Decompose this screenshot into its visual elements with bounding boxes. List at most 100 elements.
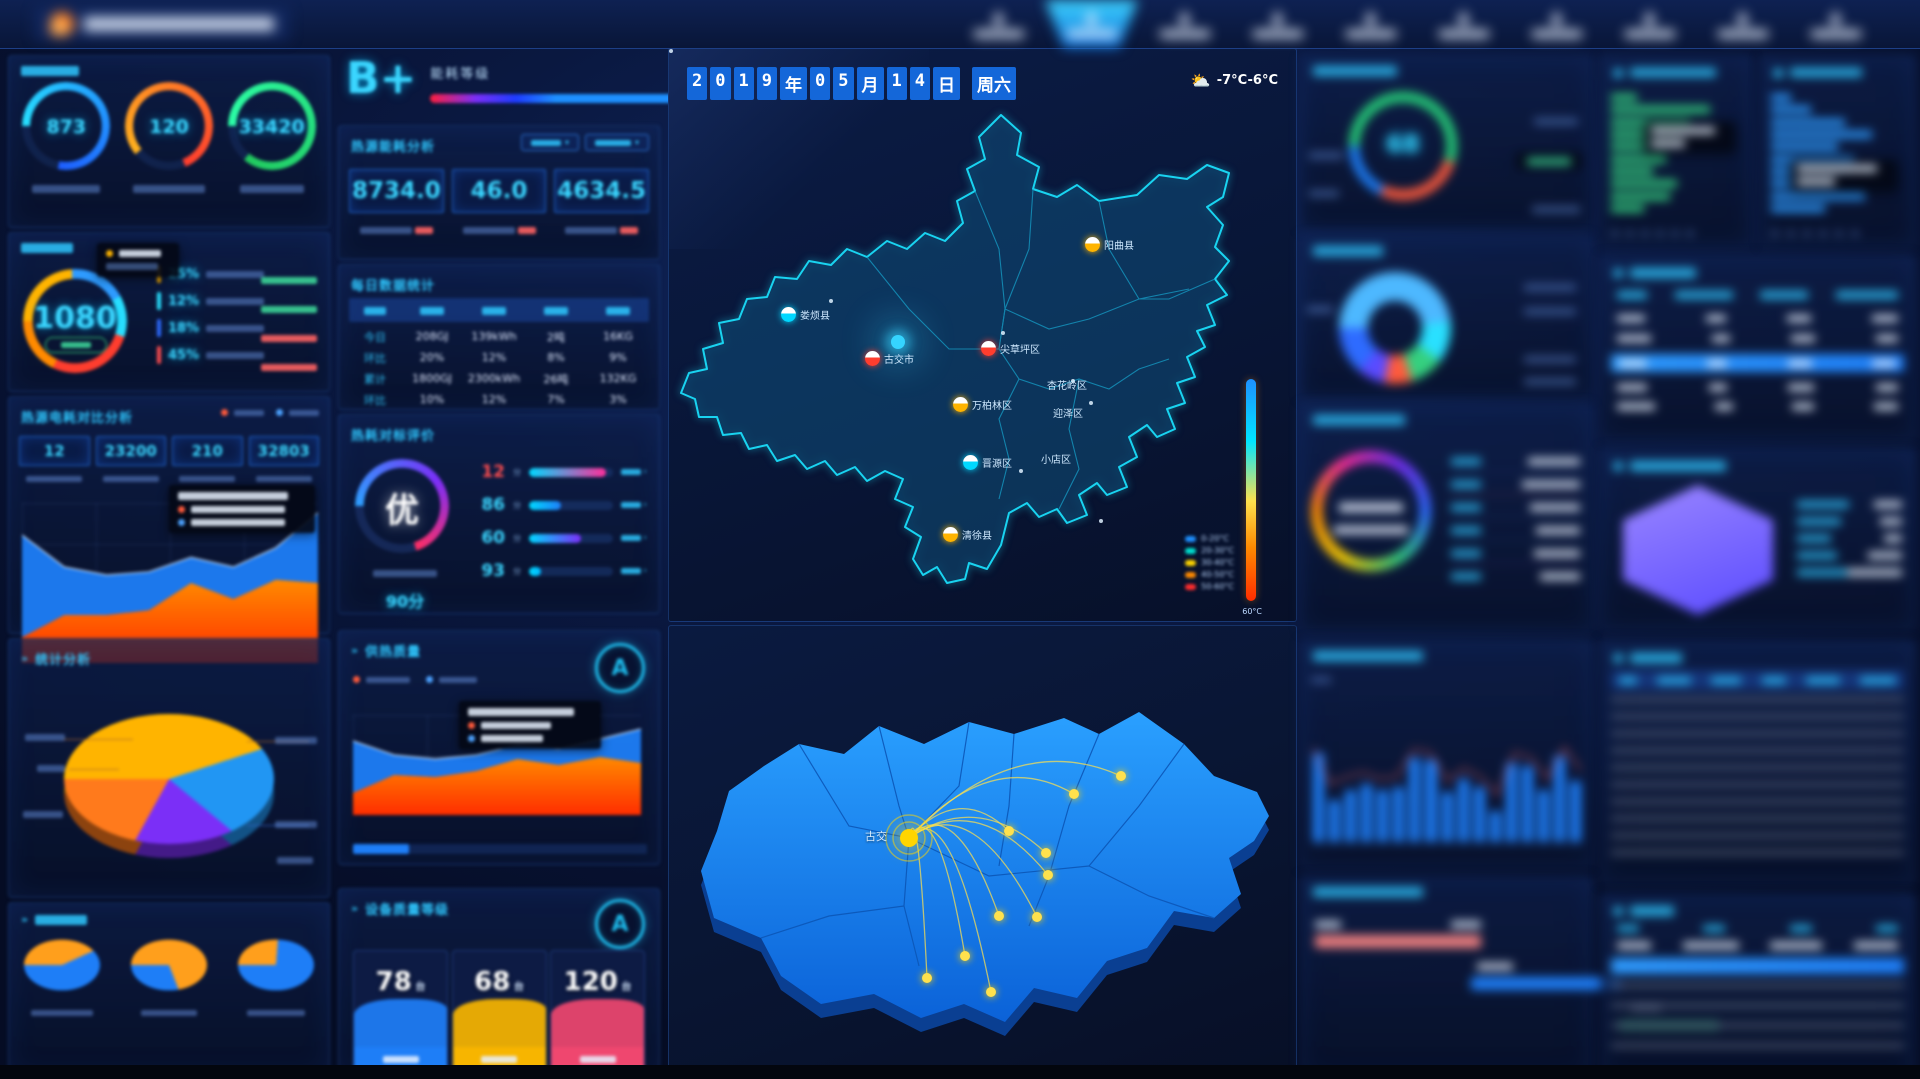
- pie-label: [25, 734, 65, 741]
- cell: 2吨: [547, 330, 565, 344]
- temperature-legend: 0-20°C 20-30°C 30-40°C 40-50°C 50-60°C: [1185, 531, 1234, 594]
- device-card: 68 台: [451, 950, 547, 1072]
- device-wave: [354, 999, 447, 1047]
- nav-item-label: [1252, 30, 1303, 38]
- panel-detail-table: ■: [1600, 640, 1915, 885]
- cell: 208GJ: [415, 330, 449, 343]
- hub-city-label: 古交: [865, 830, 887, 843]
- eval-number: 12: [481, 462, 505, 482]
- grade-label: 能耗等级: [430, 67, 491, 82]
- panel-bottom-table: ■: [1600, 893, 1915, 1079]
- nav-item[interactable]: [1510, 0, 1603, 48]
- nav-item[interactable]: [1231, 0, 1324, 48]
- legend-row: 40-50°C: [1185, 570, 1234, 579]
- weather-badge-icon: [953, 397, 968, 412]
- eval-rows: 12 分 › 86 分 › 60 分 › 93 分: [475, 449, 647, 594]
- cell: 10%: [419, 393, 445, 406]
- nav-item-icon: [1550, 10, 1563, 24]
- district-marker[interactable]: 万柏林区: [953, 397, 1012, 412]
- filter-button-2[interactable]: ▾: [584, 134, 649, 151]
- highlighted-row: [1611, 354, 1904, 372]
- nav-item[interactable]: [1138, 0, 1231, 48]
- filter-button-1[interactable]: ▾: [520, 134, 579, 151]
- nav-item[interactable]: [1045, 0, 1138, 48]
- energy-legend-row: 45%: [157, 346, 265, 364]
- cell: 16KG: [603, 330, 633, 343]
- legend-label: [206, 270, 265, 278]
- district-marker[interactable]: 清徐县: [943, 527, 992, 542]
- highlighted-row: [1611, 958, 1904, 974]
- legend-swatch: [1185, 583, 1197, 590]
- district-marker[interactable]: 迎泽区: [1053, 405, 1083, 420]
- district-marker[interactable]: 晋源区: [963, 455, 1012, 470]
- district-label: 迎泽区: [1053, 409, 1083, 420]
- legend-label: 0-20°C: [1201, 534, 1229, 543]
- detail-link[interactable]: ›: [620, 566, 647, 576]
- cell: 2300kWh: [467, 372, 521, 385]
- legend-color-bar: [157, 292, 161, 310]
- legend-label: 50-60°C: [1201, 582, 1234, 591]
- district-marker[interactable]: 娄烦县: [781, 307, 830, 322]
- panel-heat-eval: 热耗对标评价 优 90分 12 分 › 86 分 › 60: [338, 414, 660, 614]
- trend-line-overlay: [1312, 737, 1582, 846]
- blue-bar-chart: [1771, 94, 1905, 212]
- weather-badge-icon: [943, 527, 958, 542]
- pie-label: [37, 765, 65, 772]
- weekday-value: 周六: [972, 67, 1016, 100]
- stat-value: 8734.0: [351, 178, 441, 204]
- main-nav: [952, 0, 1882, 48]
- chart-tooltip: [169, 485, 315, 533]
- cell: 12%: [481, 351, 507, 364]
- ring-gauge: [22, 82, 111, 170]
- district-marker[interactable]: 古交市: [865, 351, 914, 366]
- ring-value: 120: [149, 116, 189, 138]
- panel-ring-metrics: 873 120 33420: [8, 55, 330, 228]
- status-pill: [1516, 152, 1582, 170]
- district-marker[interactable]: 杏花岭区: [1047, 377, 1087, 392]
- panel-boiler-status: 68: [1300, 55, 1593, 230]
- cell: 12%: [481, 393, 507, 406]
- eval-bar-fill: [529, 533, 581, 543]
- table-body: 今日 208GJ 139kWh 2吨 16KG 环比 20% 12% 8% 9%…: [349, 326, 649, 410]
- eval-grade: 优: [385, 491, 419, 531]
- panel-green-hbars: ■: [1600, 55, 1752, 247]
- cell: 26吨: [543, 372, 569, 386]
- detail-link[interactable]: ›: [620, 500, 647, 510]
- ring-label: [123, 178, 215, 197]
- panel-energy-mix: [1300, 235, 1593, 399]
- nav-item[interactable]: [1696, 0, 1789, 48]
- nav-item[interactable]: [952, 0, 1045, 48]
- device-count: 120 台: [563, 967, 632, 997]
- district-marker[interactable]: 尖草坪区: [981, 341, 1040, 356]
- nav-item[interactable]: [1603, 0, 1696, 48]
- district-label: 古交市: [884, 355, 914, 366]
- district-marker[interactable]: 小店区: [1041, 451, 1071, 466]
- nav-item[interactable]: [1789, 0, 1882, 48]
- nav-item-icon: [1271, 10, 1284, 24]
- legend-row: 20-30°C: [1185, 546, 1234, 555]
- detail-link[interactable]: ›: [620, 467, 647, 477]
- detail-link[interactable]: ›: [620, 533, 647, 543]
- nav-item[interactable]: [1324, 0, 1417, 48]
- eval-row: 86 分 ›: [475, 495, 647, 515]
- ring-value: 873: [46, 116, 87, 138]
- weather-badge-icon: [1085, 237, 1100, 252]
- district-label: 尖草坪区: [1000, 345, 1040, 356]
- legend-percent: 45%: [168, 347, 200, 363]
- energy-donut-wrap: 1080: [23, 269, 127, 373]
- district-marker[interactable]: 阳曲县: [1085, 237, 1134, 252]
- nav-item[interactable]: [1417, 0, 1510, 48]
- weather-badge-icon: [865, 351, 880, 366]
- chart-scrollbar[interactable]: [353, 844, 647, 854]
- stat-value: 12: [43, 442, 65, 460]
- cell: 7%: [547, 393, 565, 406]
- stat-item: 8734.0: [349, 169, 444, 239]
- panel-title: 热耗对标评价: [351, 429, 436, 444]
- chart-scrollbar-thumb[interactable]: [353, 844, 409, 854]
- small-pie-3: [237, 934, 314, 1016]
- eval-bar-fill: [529, 500, 561, 510]
- panel-supply-quality: » 供热质量 A: [338, 630, 660, 865]
